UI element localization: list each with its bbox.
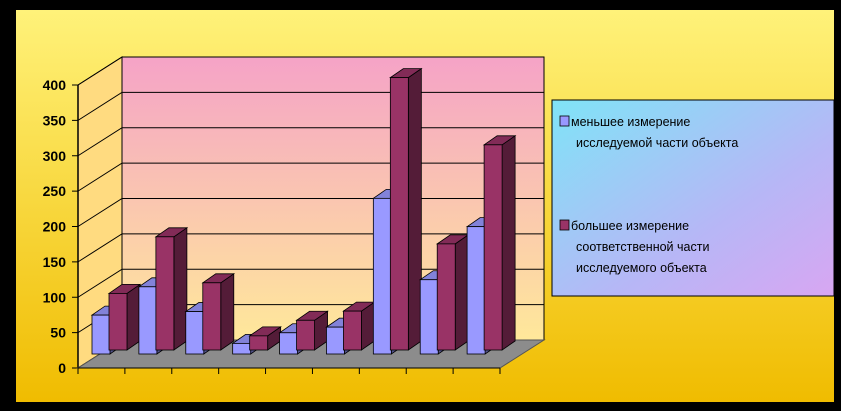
legend-box	[551, 99, 835, 297]
y-tick-label: 400	[43, 77, 67, 93]
bar-side	[126, 283, 141, 351]
bar-s2-7	[389, 67, 423, 351]
bar-s2-5	[295, 310, 329, 351]
bar-front	[296, 319, 315, 351]
y-tick-label: 200	[43, 219, 67, 235]
bar-front	[249, 335, 269, 351]
bar-front	[389, 77, 409, 351]
bar-front	[108, 292, 128, 351]
y-tick-label: 100	[43, 289, 67, 305]
gridline	[77, 56, 544, 86]
legend-swatch-1	[559, 115, 570, 127]
bar-s2-6	[342, 301, 376, 351]
bar-front	[155, 236, 175, 351]
y-tick-label: 300	[43, 148, 67, 164]
legend-label-1: исследуемой части объекта	[576, 136, 738, 150]
plot-area: 0 50 100 150 200 250 300 350 400	[43, 56, 546, 376]
legend-label-2: исследуемого объекта	[576, 261, 707, 275]
bar-front	[91, 314, 111, 355]
legend-label-1: меньшее измерение	[571, 115, 690, 129]
bar-side	[501, 135, 516, 351]
bar-s2-1	[107, 283, 142, 351]
bar-front	[372, 197, 392, 355]
bar-front	[419, 279, 439, 355]
bar-s2-2	[154, 227, 189, 351]
bar-side	[173, 227, 188, 351]
bar-side	[407, 67, 422, 351]
legend-label-2: большее измерение	[571, 219, 689, 233]
y-tick-label: 0	[58, 360, 66, 376]
bar-front	[466, 226, 486, 355]
bar-front	[138, 286, 158, 355]
bar-s2-4	[248, 326, 282, 351]
bar-side	[454, 234, 469, 351]
bar-front	[326, 326, 345, 355]
bar-s2-8	[435, 234, 470, 351]
y-tick-label: 150	[43, 254, 67, 270]
legend: меньшее измерение исследуемой части объек…	[551, 99, 835, 297]
bar-front	[202, 282, 222, 351]
y-tick-label: 250	[43, 183, 67, 199]
y-tick-label: 50	[50, 325, 66, 341]
bar-front	[483, 144, 503, 351]
bar-front	[436, 243, 456, 351]
bar-front	[232, 342, 252, 355]
legend-swatch-2	[559, 219, 570, 231]
legend-label-2: соответственной части	[576, 240, 709, 254]
bar-front	[343, 310, 362, 351]
bar-s2-3	[201, 273, 236, 351]
bar-s2-9	[482, 135, 517, 351]
bar-side	[220, 273, 235, 351]
y-tick-label: 350	[43, 112, 67, 128]
bar-front	[279, 332, 298, 355]
bar-front	[185, 311, 205, 355]
